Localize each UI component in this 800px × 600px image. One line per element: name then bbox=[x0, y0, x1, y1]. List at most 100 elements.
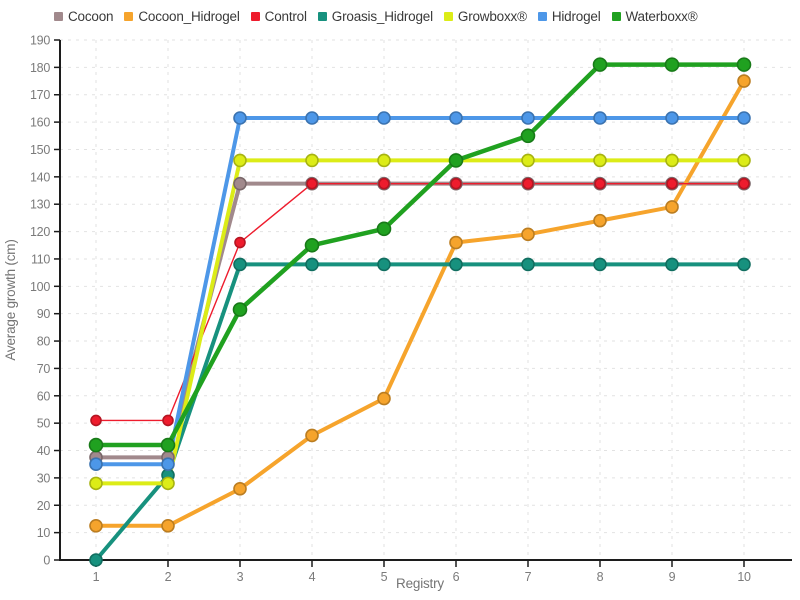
data-point bbox=[305, 153, 319, 168]
data-point bbox=[737, 74, 751, 88]
data-point bbox=[233, 153, 247, 168]
x-tick-label: 9 bbox=[669, 570, 676, 584]
data-point bbox=[162, 414, 174, 427]
data-point bbox=[305, 428, 319, 443]
y-tick-label: 20 bbox=[37, 499, 51, 513]
data-point bbox=[522, 177, 534, 190]
y-axis-title: Average growth (cm) bbox=[3, 239, 18, 360]
y-tick-label: 10 bbox=[37, 526, 51, 540]
data-point bbox=[664, 57, 680, 72]
x-tick-label: 7 bbox=[525, 570, 532, 584]
legend-swatch-icon bbox=[124, 12, 134, 21]
data-point bbox=[305, 111, 319, 125]
data-point bbox=[305, 257, 319, 272]
x-axis-title: Registry bbox=[396, 576, 444, 591]
data-point bbox=[737, 257, 751, 272]
x-tick-label: 1 bbox=[93, 570, 100, 584]
legend-swatch-icon bbox=[250, 12, 260, 21]
data-point bbox=[232, 302, 248, 317]
x-tick-label: 3 bbox=[237, 570, 244, 584]
data-point bbox=[738, 177, 750, 190]
legend-swatch-icon bbox=[317, 12, 327, 21]
data-point bbox=[450, 177, 462, 190]
x-tick-label: 4 bbox=[309, 570, 316, 584]
legend-swatch-icon bbox=[443, 12, 453, 21]
y-tick-label: 140 bbox=[30, 170, 50, 184]
data-point bbox=[161, 476, 175, 491]
legend-item-groasis-hidrogel[interactable]: Groasis_Hidrogel bbox=[317, 8, 433, 24]
y-tick-label: 170 bbox=[30, 88, 50, 102]
data-point bbox=[89, 457, 103, 472]
data-point bbox=[593, 257, 607, 272]
series-lines bbox=[93, 62, 747, 562]
data-point bbox=[377, 257, 391, 272]
data-point bbox=[521, 257, 535, 272]
data-point bbox=[448, 153, 464, 168]
x-tick-label: 6 bbox=[453, 570, 460, 584]
series-line-waterboxx- bbox=[93, 62, 747, 448]
series-line-groasis-hidrogel bbox=[94, 262, 746, 562]
legend-item-cocoon-hidrogel[interactable]: Cocoon_Hidrogel bbox=[124, 8, 240, 24]
data-point bbox=[376, 221, 392, 237]
legend-item-label: Control bbox=[264, 8, 307, 24]
series-markers bbox=[88, 57, 752, 567]
data-point bbox=[89, 518, 103, 533]
y-tick-label: 80 bbox=[37, 335, 51, 349]
data-point bbox=[377, 153, 391, 168]
data-point bbox=[666, 177, 678, 190]
y-tick-label: 0 bbox=[43, 554, 50, 568]
legend-item-control[interactable]: Control bbox=[250, 8, 307, 24]
legend-item-hidrogel[interactable]: Hidrogel bbox=[537, 9, 601, 24]
y-tick-label: 120 bbox=[30, 225, 50, 239]
data-point bbox=[737, 111, 751, 125]
data-point bbox=[449, 111, 463, 125]
data-point bbox=[306, 177, 318, 190]
data-point bbox=[377, 391, 391, 406]
legend-item-label: Cocoon_Hidrogel bbox=[138, 8, 240, 24]
x-tick-label: 10 bbox=[737, 570, 751, 584]
y-tick-label: 110 bbox=[31, 252, 50, 266]
data-point bbox=[161, 457, 175, 472]
y-tick-label: 130 bbox=[30, 198, 50, 212]
data-point bbox=[521, 227, 535, 242]
chart-legend: Cocoon Cocoon_Hidrogel Control Groasis_Hidr… bbox=[54, 5, 698, 27]
data-point bbox=[378, 177, 390, 190]
y-tick-label: 160 bbox=[30, 116, 50, 130]
legend-item-label: Groasis_Hidrogel bbox=[331, 8, 433, 24]
y-tick-label: 30 bbox=[37, 471, 51, 485]
series-line-hidrogel bbox=[94, 116, 746, 467]
data-point bbox=[304, 237, 320, 253]
y-tick-label: 40 bbox=[37, 444, 51, 458]
data-point bbox=[665, 111, 679, 125]
series-line-growboxx- bbox=[94, 158, 746, 486]
y-tick-label: 90 bbox=[37, 307, 51, 321]
data-point bbox=[89, 553, 103, 567]
data-point bbox=[89, 476, 103, 491]
legend-item-growboxx-[interactable]: Growboxx® bbox=[443, 9, 527, 24]
data-point bbox=[449, 257, 463, 272]
data-point bbox=[88, 437, 104, 453]
data-point bbox=[593, 111, 607, 125]
legend-swatch-icon bbox=[611, 12, 621, 21]
data-point bbox=[90, 414, 102, 427]
y-tick-label: 60 bbox=[37, 389, 51, 403]
data-point bbox=[521, 111, 535, 125]
data-point bbox=[449, 235, 463, 250]
legend-swatch-icon bbox=[54, 12, 63, 21]
data-point bbox=[234, 236, 246, 249]
y-tick-label: 70 bbox=[37, 362, 51, 376]
x-tick-label: 5 bbox=[381, 570, 388, 584]
data-point bbox=[593, 153, 607, 168]
data-point bbox=[665, 257, 679, 272]
data-point bbox=[592, 57, 608, 72]
y-tick-label: 180 bbox=[30, 61, 50, 75]
legend-item-waterboxx-[interactable]: Waterboxx® bbox=[611, 9, 698, 24]
data-point bbox=[233, 482, 247, 496]
data-point bbox=[161, 518, 175, 533]
data-point bbox=[233, 257, 247, 272]
legend-item-cocoon[interactable]: Cocoon bbox=[54, 9, 114, 24]
data-point bbox=[233, 111, 247, 125]
series-line-cocoon-hidrogel bbox=[94, 79, 746, 528]
